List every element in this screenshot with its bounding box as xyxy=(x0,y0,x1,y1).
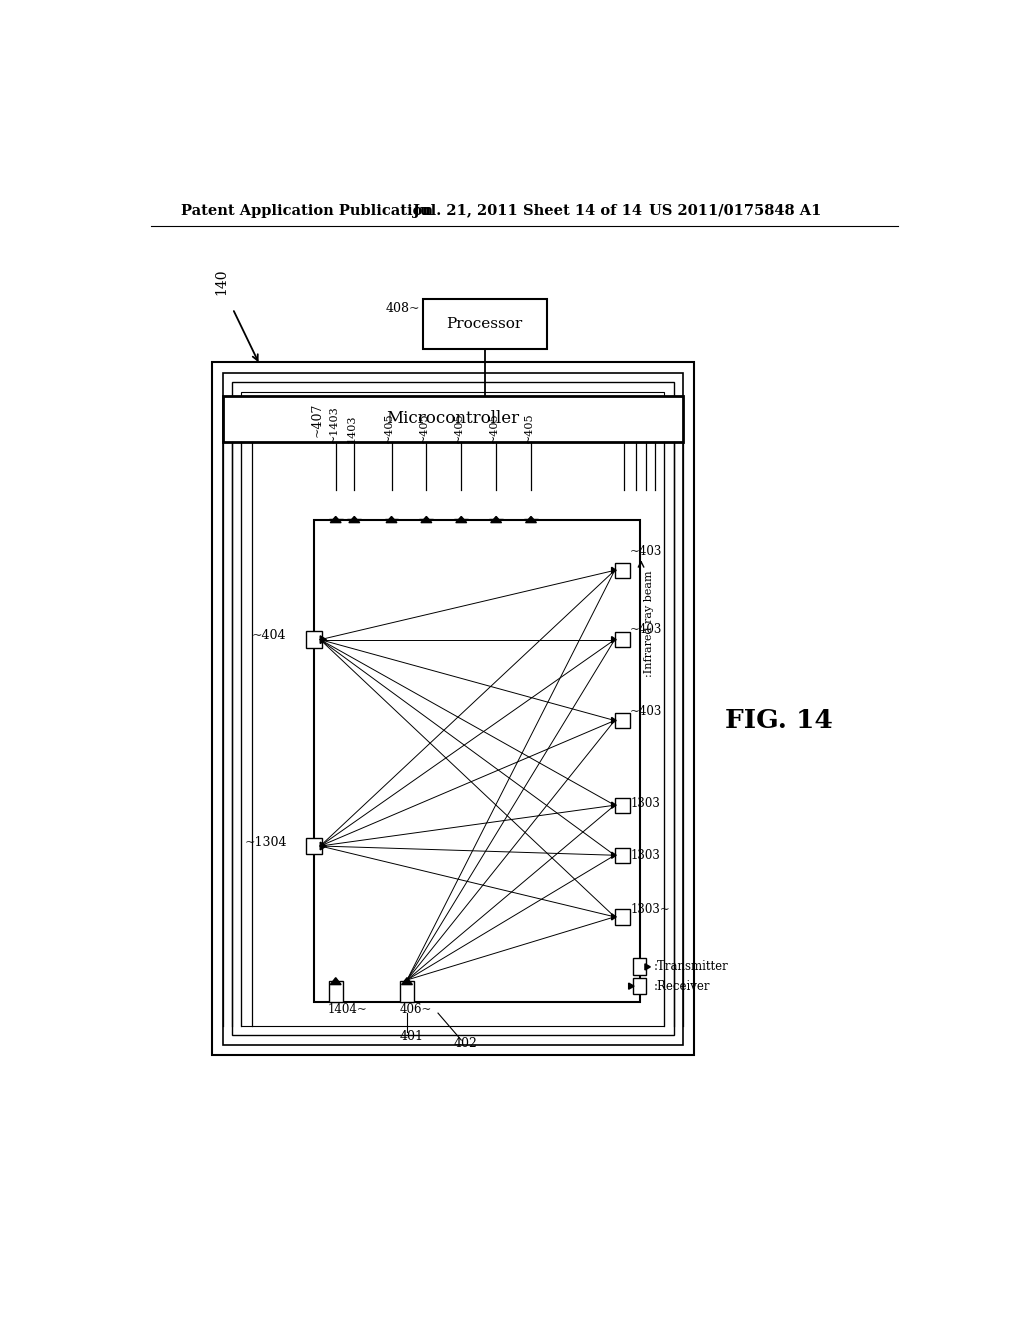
Polygon shape xyxy=(645,964,650,970)
Text: Sheet 14 of 14: Sheet 14 of 14 xyxy=(523,203,642,218)
Polygon shape xyxy=(421,516,432,523)
Bar xyxy=(400,981,414,1002)
Text: US 2011/0175848 A1: US 2011/0175848 A1 xyxy=(649,203,821,218)
Bar xyxy=(222,396,683,442)
Bar xyxy=(455,519,468,544)
Text: ~403: ~403 xyxy=(630,623,663,636)
Polygon shape xyxy=(401,978,413,985)
Text: 1303: 1303 xyxy=(630,849,660,862)
Polygon shape xyxy=(611,853,616,858)
Polygon shape xyxy=(331,516,341,523)
Bar xyxy=(489,519,503,544)
Bar xyxy=(423,300,547,350)
Polygon shape xyxy=(611,803,616,808)
Text: Microcontroller: Microcontroller xyxy=(386,411,519,428)
Bar xyxy=(614,797,630,813)
Text: :Receiver: :Receiver xyxy=(653,979,710,993)
Text: ~403: ~403 xyxy=(630,545,663,557)
Polygon shape xyxy=(321,636,327,644)
Text: 408~: 408~ xyxy=(386,302,420,315)
Text: ~405: ~405 xyxy=(419,413,429,444)
Text: ~407: ~407 xyxy=(310,403,324,437)
Bar xyxy=(614,713,630,729)
Polygon shape xyxy=(490,516,502,523)
Text: ~1403: ~1403 xyxy=(329,405,338,444)
Polygon shape xyxy=(611,718,616,723)
Text: ~405: ~405 xyxy=(523,413,534,444)
Text: ~405: ~405 xyxy=(384,413,394,444)
Polygon shape xyxy=(611,636,616,643)
Text: 1303: 1303 xyxy=(630,797,660,810)
Text: Jul. 21, 2011: Jul. 21, 2011 xyxy=(414,203,518,218)
Text: :Infrared ray beam: :Infrared ray beam xyxy=(644,570,653,677)
Bar xyxy=(329,519,343,544)
Text: ~404: ~404 xyxy=(252,630,287,643)
Bar xyxy=(614,632,630,647)
Text: :Transmitter: :Transmitter xyxy=(653,961,728,973)
Text: Patent Application Publication: Patent Application Publication xyxy=(180,203,433,218)
Text: 1403: 1403 xyxy=(347,414,357,444)
Bar xyxy=(306,838,322,854)
Bar xyxy=(614,909,630,924)
Text: 401: 401 xyxy=(399,1030,423,1043)
Text: ~405: ~405 xyxy=(488,413,499,444)
Text: ~403: ~403 xyxy=(630,705,663,718)
Bar xyxy=(231,383,674,1035)
Bar xyxy=(212,363,693,1056)
Bar xyxy=(614,847,630,863)
Bar xyxy=(241,392,665,1026)
Bar xyxy=(420,519,433,544)
Text: 402: 402 xyxy=(454,1038,477,1051)
Text: ~405: ~405 xyxy=(454,413,464,444)
Bar xyxy=(329,981,343,1002)
Polygon shape xyxy=(331,978,341,985)
Polygon shape xyxy=(611,568,616,573)
Bar xyxy=(314,520,640,1002)
Polygon shape xyxy=(611,913,616,920)
Bar xyxy=(614,562,630,578)
Bar xyxy=(524,519,538,544)
Text: FIG. 14: FIG. 14 xyxy=(725,708,833,733)
Bar xyxy=(347,519,361,544)
Bar xyxy=(306,631,322,648)
Polygon shape xyxy=(349,516,359,523)
Bar xyxy=(222,374,683,1044)
Polygon shape xyxy=(629,983,634,989)
Text: ~1304: ~1304 xyxy=(245,836,287,849)
Text: Processor: Processor xyxy=(446,317,522,331)
Polygon shape xyxy=(386,516,397,523)
Text: 1303~: 1303~ xyxy=(630,903,670,916)
Bar xyxy=(385,519,398,544)
Polygon shape xyxy=(456,516,467,523)
Bar xyxy=(633,978,646,994)
Polygon shape xyxy=(525,516,537,523)
Polygon shape xyxy=(321,842,327,850)
Text: 1404~: 1404~ xyxy=(328,1003,368,1016)
Text: 140: 140 xyxy=(215,269,228,296)
Bar xyxy=(633,958,646,975)
Text: 406~: 406~ xyxy=(399,1003,432,1016)
